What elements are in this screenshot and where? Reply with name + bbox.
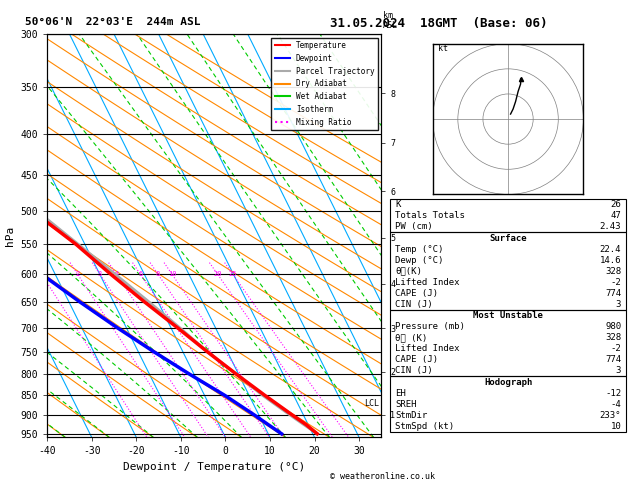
Bar bbox=[390, 199, 626, 232]
Bar bbox=[390, 310, 626, 377]
Text: 31.05.2024  18GMT  (Base: 06): 31.05.2024 18GMT (Base: 06) bbox=[330, 17, 548, 30]
Text: PW (cm): PW (cm) bbox=[395, 223, 433, 231]
Text: -2: -2 bbox=[610, 278, 621, 287]
Text: SREH: SREH bbox=[395, 399, 416, 409]
Text: 50°06'N  22°03'E  244m ASL: 50°06'N 22°03'E 244m ASL bbox=[25, 17, 201, 27]
Bar bbox=[390, 232, 626, 310]
Text: 2.43: 2.43 bbox=[599, 223, 621, 231]
Text: Totals Totals: Totals Totals bbox=[395, 211, 465, 220]
Text: 980: 980 bbox=[605, 322, 621, 331]
Text: 3: 3 bbox=[98, 271, 102, 278]
Text: km
ASL: km ASL bbox=[383, 11, 398, 30]
Text: 774: 774 bbox=[605, 289, 621, 298]
Text: CAPE (J): CAPE (J) bbox=[395, 355, 438, 364]
Text: K: K bbox=[395, 200, 400, 209]
Text: 20: 20 bbox=[213, 271, 222, 278]
Text: -4: -4 bbox=[610, 399, 621, 409]
Text: 3: 3 bbox=[616, 366, 621, 376]
Text: θᴄ (K): θᴄ (K) bbox=[395, 333, 427, 342]
X-axis label: Dewpoint / Temperature (°C): Dewpoint / Temperature (°C) bbox=[123, 462, 306, 472]
Text: StmSpd (kt): StmSpd (kt) bbox=[395, 422, 454, 431]
Y-axis label: hPa: hPa bbox=[5, 226, 15, 246]
Text: StmDir: StmDir bbox=[395, 411, 427, 420]
Text: LCL: LCL bbox=[364, 399, 379, 408]
Text: CIN (J): CIN (J) bbox=[395, 366, 433, 376]
Text: 328: 328 bbox=[605, 333, 621, 342]
Text: Lifted Index: Lifted Index bbox=[395, 278, 459, 287]
Text: EH: EH bbox=[395, 389, 406, 398]
Text: 774: 774 bbox=[605, 355, 621, 364]
Text: 22.4: 22.4 bbox=[599, 244, 621, 254]
Text: 47: 47 bbox=[610, 211, 621, 220]
Text: 3: 3 bbox=[616, 300, 621, 309]
Text: Lifted Index: Lifted Index bbox=[395, 344, 459, 353]
Text: Dewp (°C): Dewp (°C) bbox=[395, 256, 443, 265]
Text: 6: 6 bbox=[138, 271, 143, 278]
Text: Most Unstable: Most Unstable bbox=[473, 311, 543, 320]
Text: 4: 4 bbox=[114, 271, 119, 278]
Text: 25: 25 bbox=[229, 271, 237, 278]
Text: -2: -2 bbox=[610, 344, 621, 353]
Text: 233°: 233° bbox=[599, 411, 621, 420]
Text: kt: kt bbox=[438, 44, 448, 53]
Text: 10: 10 bbox=[168, 271, 176, 278]
Text: 2: 2 bbox=[75, 271, 80, 278]
Text: © weatheronline.co.uk: © weatheronline.co.uk bbox=[330, 472, 435, 481]
Text: -12: -12 bbox=[605, 389, 621, 398]
Text: 328: 328 bbox=[605, 267, 621, 276]
Text: Hodograph: Hodograph bbox=[484, 378, 532, 386]
Text: CAPE (J): CAPE (J) bbox=[395, 289, 438, 298]
Text: 10: 10 bbox=[610, 422, 621, 431]
Text: Temp (°C): Temp (°C) bbox=[395, 244, 443, 254]
Bar bbox=[390, 377, 626, 432]
Text: θᴄ(K): θᴄ(K) bbox=[395, 267, 422, 276]
Text: 8: 8 bbox=[156, 271, 160, 278]
Legend: Temperature, Dewpoint, Parcel Trajectory, Dry Adiabat, Wet Adiabat, Isotherm, Mi: Temperature, Dewpoint, Parcel Trajectory… bbox=[272, 38, 377, 130]
Text: 26: 26 bbox=[610, 200, 621, 209]
Text: CIN (J): CIN (J) bbox=[395, 300, 433, 309]
Text: Pressure (mb): Pressure (mb) bbox=[395, 322, 465, 331]
Text: Surface: Surface bbox=[489, 234, 527, 243]
Text: 14.6: 14.6 bbox=[599, 256, 621, 265]
